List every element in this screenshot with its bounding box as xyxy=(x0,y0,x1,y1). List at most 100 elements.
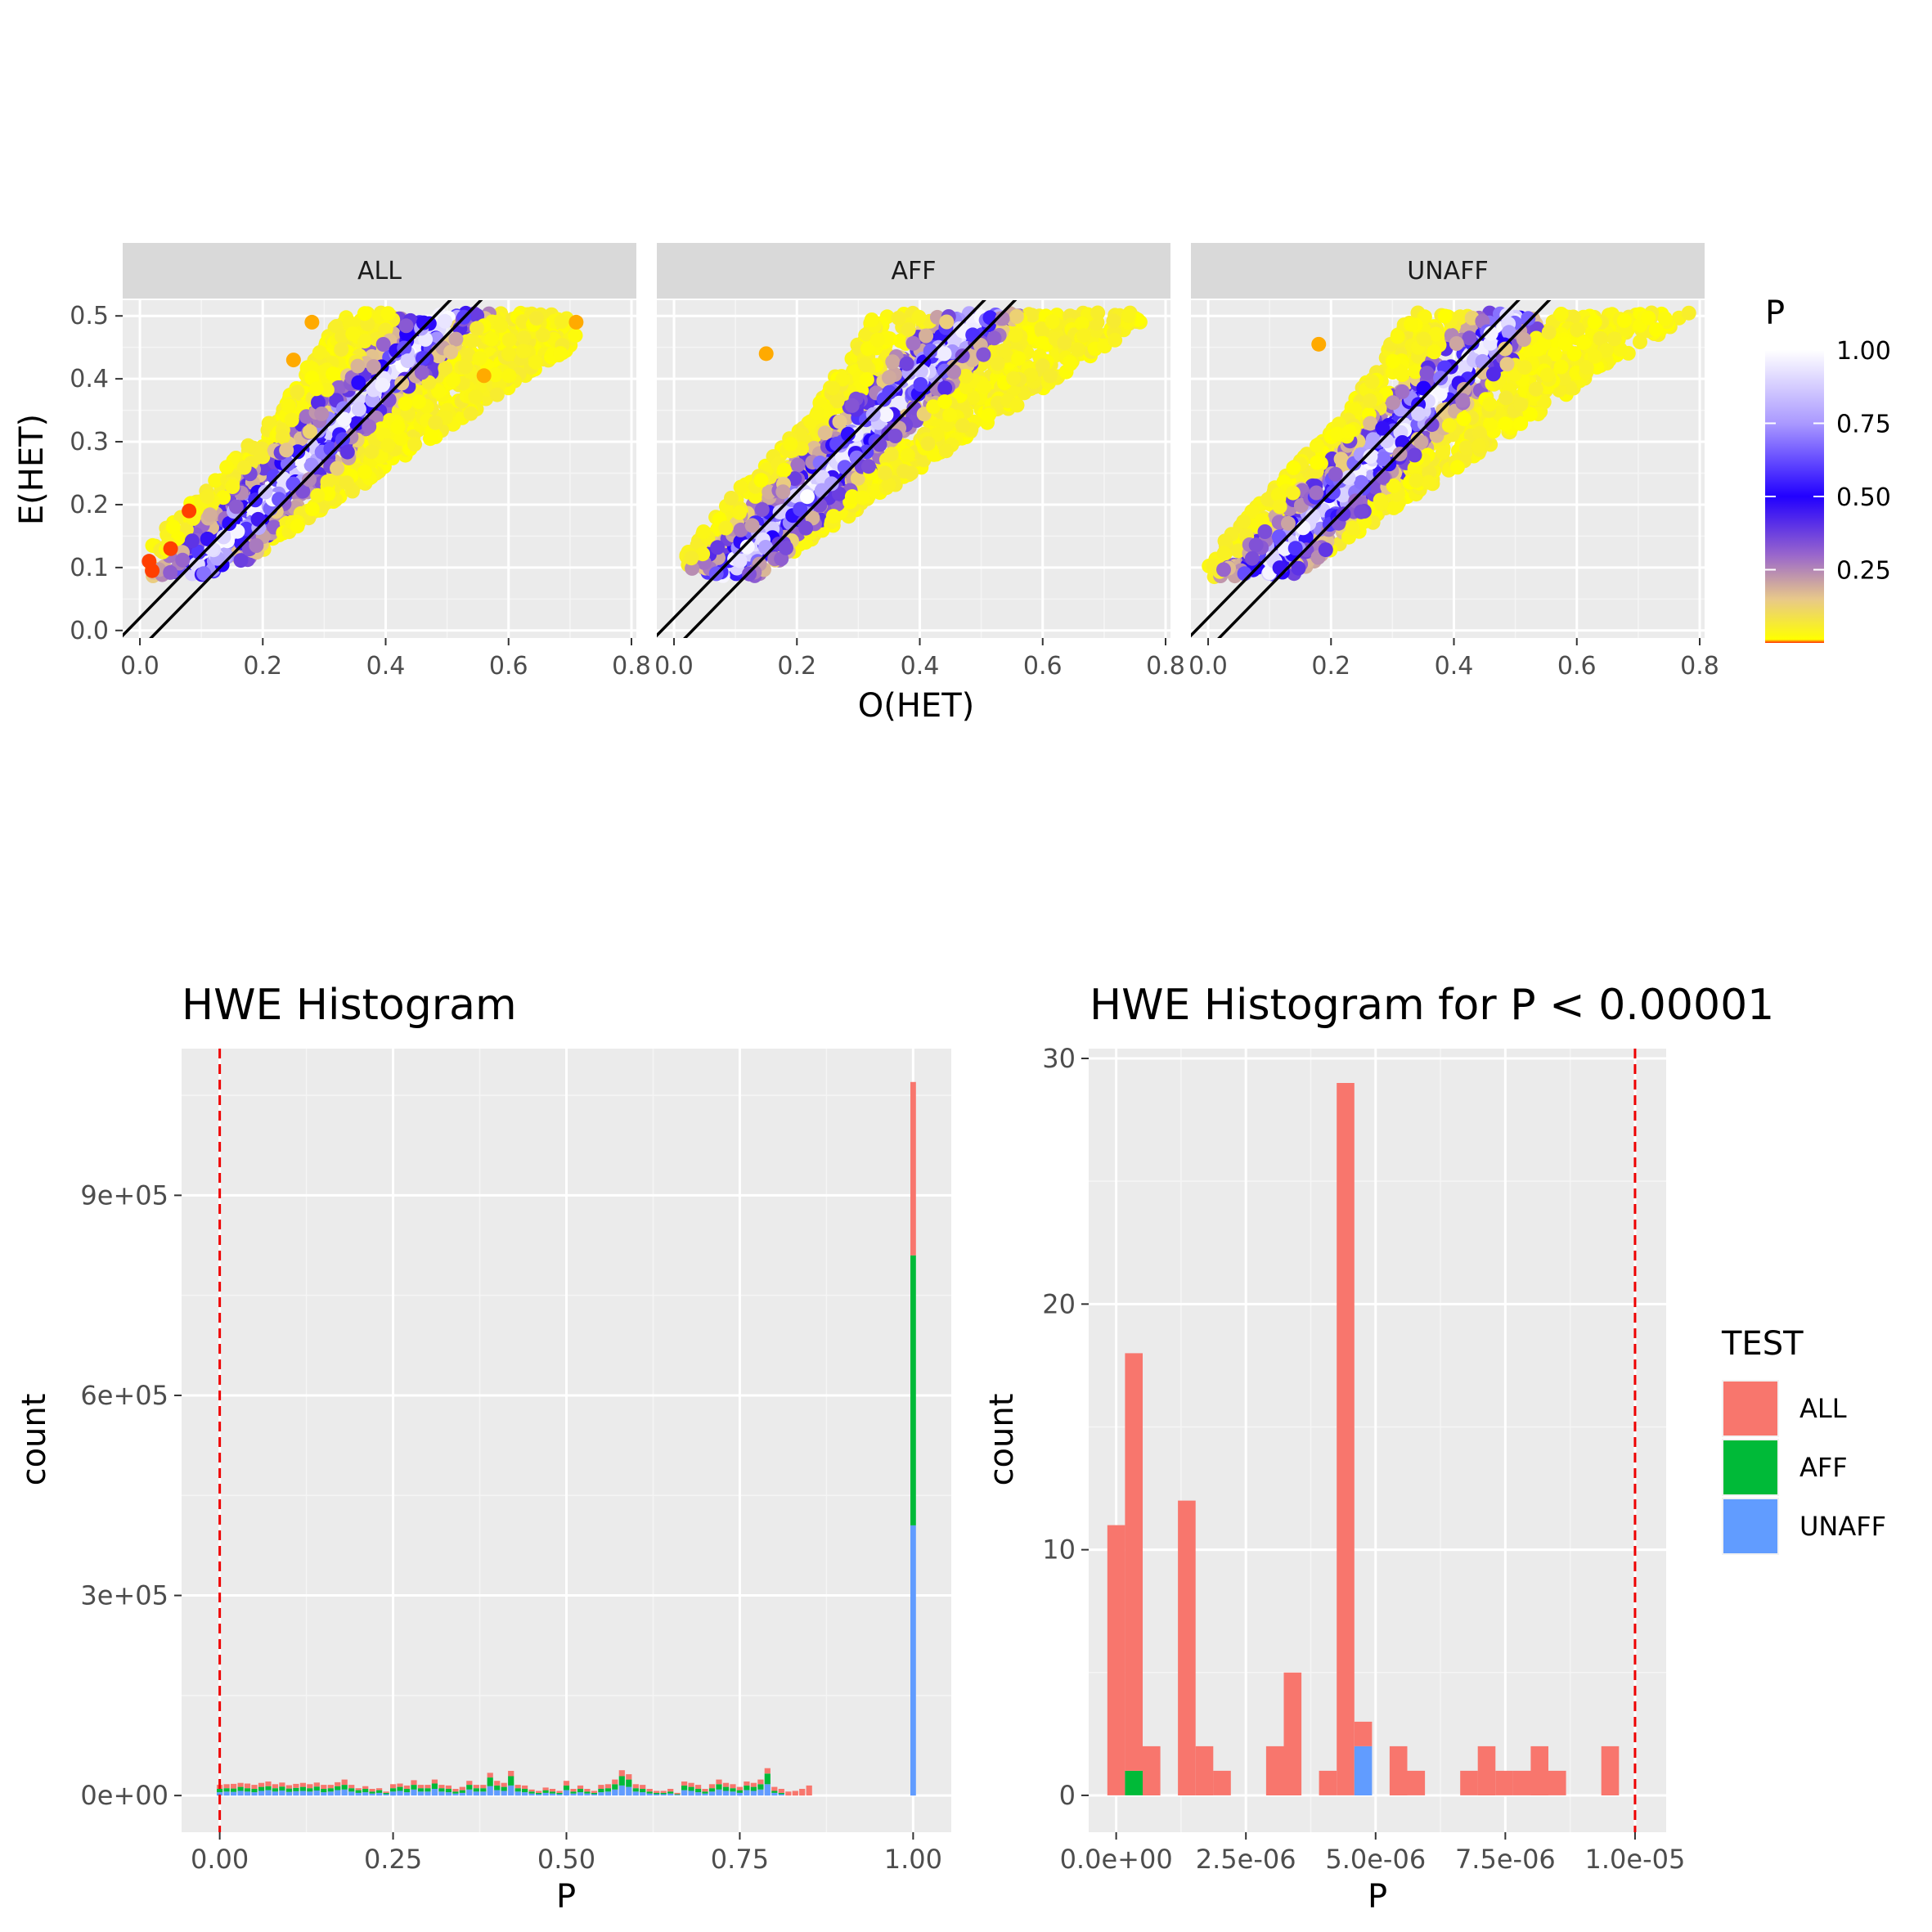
data-point xyxy=(1270,487,1286,502)
test-legend: TEST ALL AFF UNAFF xyxy=(1721,1325,1886,1555)
data-point xyxy=(1216,562,1231,577)
data-point xyxy=(1230,543,1246,559)
bar-aff xyxy=(536,1792,542,1795)
bar-aff xyxy=(431,1783,438,1789)
data-point xyxy=(1657,311,1673,326)
data-point xyxy=(1587,314,1602,330)
bar-unaff xyxy=(528,1793,535,1796)
data-point xyxy=(487,367,503,383)
bar-all xyxy=(348,1785,355,1789)
bar-all xyxy=(563,1781,570,1786)
data-point xyxy=(965,390,980,406)
bar-all xyxy=(632,1784,639,1789)
data-point xyxy=(881,477,896,492)
bar-all xyxy=(1125,1353,1143,1771)
data-point xyxy=(825,509,841,524)
bar-all xyxy=(1337,1083,1355,1795)
data-point xyxy=(891,310,906,326)
bar-all xyxy=(355,1788,362,1790)
data-point xyxy=(1024,308,1040,323)
data-point xyxy=(553,346,568,362)
bar-unaff xyxy=(764,1784,771,1796)
bar-unaff xyxy=(299,1790,306,1796)
data-point xyxy=(233,553,249,568)
bar-unaff xyxy=(702,1793,708,1796)
bar-unaff xyxy=(341,1789,348,1796)
data-point-outlier xyxy=(285,353,301,368)
histogram-y-axis-title: count xyxy=(983,1394,1021,1486)
facet-panel-all: ALL 0.0 0.2 0.4 0.6 0.8 xyxy=(120,243,651,681)
bar-unaff xyxy=(397,1790,403,1796)
bar-all xyxy=(654,1790,660,1793)
bar-all xyxy=(604,1784,611,1789)
bar-unaff xyxy=(390,1791,397,1796)
colorbar-tick-label: 0.25 xyxy=(1836,557,1891,586)
y-tick-label: 10 xyxy=(1042,1534,1076,1566)
bar-all xyxy=(1548,1770,1566,1795)
x-tick-label: 0.0 xyxy=(1188,652,1228,681)
data-point xyxy=(330,380,346,395)
bar-all xyxy=(362,1786,369,1789)
colorbar-tick-label: 0.75 xyxy=(1836,411,1891,439)
data-point xyxy=(1390,329,1405,344)
data-point xyxy=(732,553,748,568)
data-point xyxy=(1216,546,1232,561)
data-point xyxy=(290,444,306,460)
data-point xyxy=(920,436,936,452)
data-point xyxy=(1375,420,1391,436)
bar-aff xyxy=(473,1788,479,1792)
data-point xyxy=(345,326,361,342)
bar-unaff xyxy=(1354,1746,1373,1795)
data-point xyxy=(986,330,1002,346)
x-tick-label: 0.8 xyxy=(612,652,651,681)
data-point xyxy=(937,346,952,362)
bar-all xyxy=(688,1782,694,1787)
data-point xyxy=(939,314,955,330)
bar-aff xyxy=(417,1788,425,1792)
data-point xyxy=(976,347,991,362)
data-point xyxy=(1363,416,1378,431)
data-point xyxy=(1106,313,1121,329)
bar-aff xyxy=(764,1773,771,1785)
bar-unaff xyxy=(480,1791,487,1796)
bar-all xyxy=(799,1789,806,1796)
data-point xyxy=(483,331,499,347)
data-point xyxy=(1413,434,1429,450)
data-point xyxy=(794,441,809,456)
data-point xyxy=(1449,460,1465,475)
bar-aff xyxy=(425,1788,431,1792)
bar-aff xyxy=(459,1790,465,1793)
data-point xyxy=(913,377,928,392)
legend-title: TEST xyxy=(1721,1325,1804,1363)
data-point xyxy=(1536,336,1552,352)
bar-aff xyxy=(335,1786,341,1790)
bar-all xyxy=(1512,1770,1531,1795)
data-point xyxy=(1428,326,1444,342)
bar-aff xyxy=(514,1788,521,1792)
bar-unaff xyxy=(313,1790,320,1796)
data-point xyxy=(855,490,870,505)
bar-all xyxy=(466,1781,473,1786)
data-point xyxy=(175,552,191,568)
bar-unaff xyxy=(327,1791,334,1796)
data-point xyxy=(398,318,414,334)
bar-all xyxy=(1265,1746,1284,1795)
bar-aff xyxy=(688,1786,694,1791)
data-point xyxy=(1513,397,1529,412)
data-point xyxy=(407,437,422,452)
data-point xyxy=(515,344,531,359)
legend-key-aff xyxy=(1723,1440,1777,1494)
data-point xyxy=(1272,560,1287,576)
bar-unaff xyxy=(598,1792,604,1796)
bar-unaff xyxy=(667,1793,674,1796)
data-point xyxy=(1386,479,1401,493)
data-point xyxy=(883,447,899,462)
bar-unaff xyxy=(403,1792,411,1796)
bar-aff xyxy=(744,1785,750,1790)
data-point xyxy=(1482,397,1498,412)
data-point xyxy=(1071,342,1086,357)
bar-unaff xyxy=(514,1791,521,1796)
data-point xyxy=(938,443,954,459)
data-point xyxy=(1287,541,1303,556)
bar-unaff xyxy=(577,1792,584,1796)
